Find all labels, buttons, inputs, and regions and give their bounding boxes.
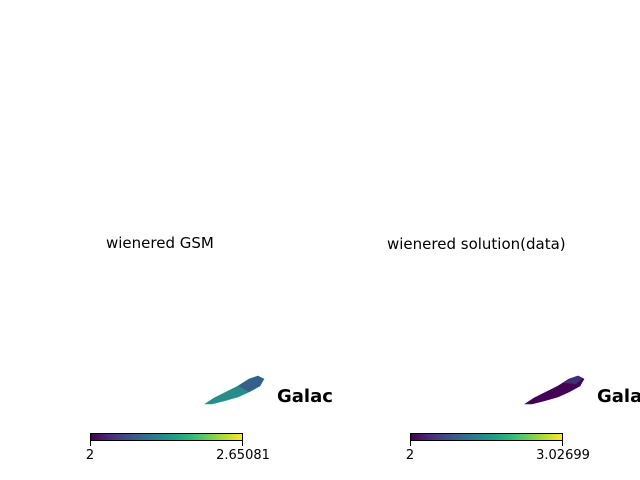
colorbar-tick: [242, 441, 243, 446]
projection-label-clip: Galac: [276, 370, 334, 420]
colorbar: [90, 433, 243, 441]
colorbar-tick: [562, 441, 563, 446]
sky-map-patch: [204, 375, 265, 405]
colorbar-tick-label-min: 2: [85, 448, 95, 463]
projection-label: Gala: [597, 386, 640, 407]
projection-label-clip: Gala: [596, 370, 640, 420]
colorbar: [410, 433, 563, 441]
colorbar-tick-label-max: 3.02699: [536, 448, 590, 463]
panel-wienered-solution: wienered solution(data) Gala 2 3.02699: [320, 0, 640, 480]
sky-map-patch: [524, 375, 585, 405]
chart-title: wienered GSM: [106, 234, 214, 252]
map-patch-edge: [238, 376, 264, 392]
colorbar-tick-label-min: 2: [405, 448, 415, 463]
map-patch-edge: [563, 376, 582, 384]
projection-label: Galac: [277, 386, 333, 407]
panel-wienered-gsm: wienered GSM Galac 2 2.65081: [85, 234, 333, 463]
colorbar-tick: [90, 441, 91, 446]
chart-title: wienered solution(data): [387, 235, 566, 253]
colorbar-tick-label-max: 2.65081: [216, 448, 270, 463]
colorbar-tick: [410, 441, 411, 446]
